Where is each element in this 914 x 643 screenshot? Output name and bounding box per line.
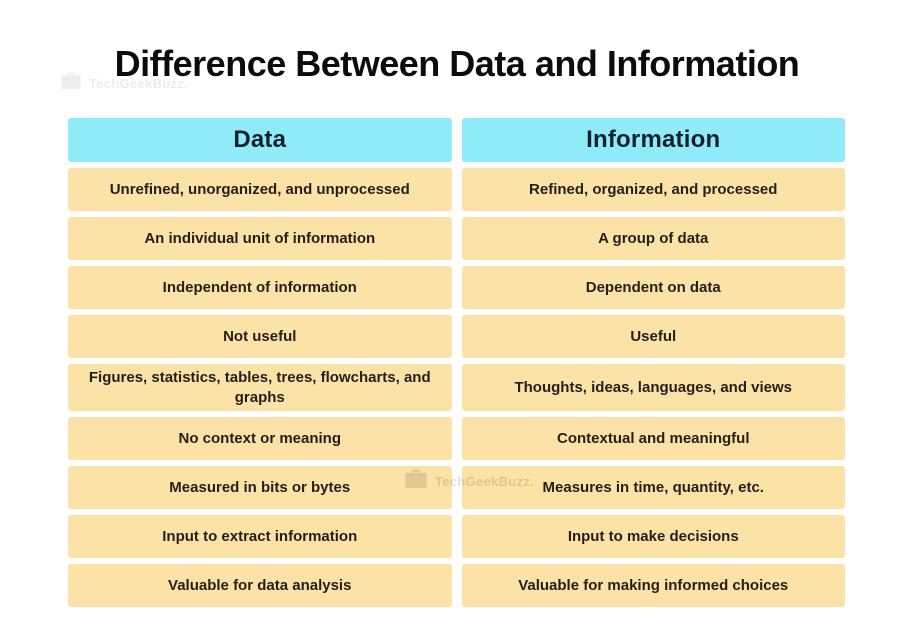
table-cell: Measured in bits or bytes [68, 466, 452, 509]
header-cell-data: Data [68, 118, 452, 162]
table-cell: Valuable for data analysis [68, 564, 452, 607]
table-row: Not useful Useful [68, 315, 845, 358]
table-cell: Independent of information [68, 266, 452, 309]
table-row: Unrefined, unorganized, and unprocessed … [68, 168, 845, 211]
table-row: Measured in bits or bytes Measures in ti… [68, 466, 845, 509]
table-cell: Measures in time, quantity, etc. [461, 466, 845, 509]
table-row: Input to extract information Input to ma… [68, 515, 845, 558]
table-row: No context or meaning Contextual and mea… [68, 417, 845, 460]
header-row: Data Information [68, 118, 845, 162]
table-rows: Unrefined, unorganized, and unprocessed … [68, 168, 845, 607]
table-cell: Not useful [68, 315, 452, 358]
table-cell: Useful [461, 315, 845, 358]
table-cell: Refined, organized, and processed [461, 168, 845, 211]
table-cell: Figures, statistics, tables, trees, flow… [68, 364, 452, 411]
table-cell: Thoughts, ideas, languages, and views [461, 364, 845, 411]
comparison-table: Data Information Unrefined, unorganized,… [68, 118, 845, 607]
table-cell: No context or meaning [68, 417, 452, 460]
table-cell: Unrefined, unorganized, and unprocessed [68, 168, 452, 211]
table-cell: Input to extract information [68, 515, 452, 558]
table-row: Figures, statistics, tables, trees, flow… [68, 364, 845, 411]
table-cell: Dependent on data [461, 266, 845, 309]
table-row: An individual unit of information A grou… [68, 217, 845, 260]
table-cell: An individual unit of information [68, 217, 452, 260]
table-cell: Valuable for making informed choices [461, 564, 845, 607]
table-cell: A group of data [461, 217, 845, 260]
table-row: Valuable for data analysis Valuable for … [68, 564, 845, 607]
page-title: Difference Between Data and Information [114, 43, 800, 85]
table-cell: Input to make decisions [461, 515, 845, 558]
table-row: Independent of information Dependent on … [68, 266, 845, 309]
header-cell-information: Information [461, 118, 845, 162]
table-cell: Contextual and meaningful [461, 417, 845, 460]
